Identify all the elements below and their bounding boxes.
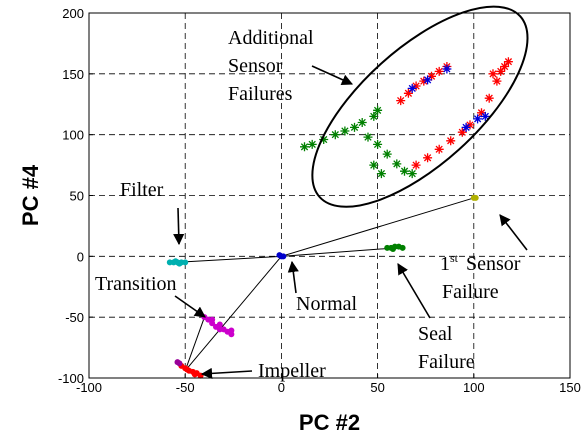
data-point-star (396, 96, 406, 106)
annotation-arrow (200, 367, 253, 379)
data-point-star (461, 122, 471, 132)
data-point (472, 194, 479, 201)
data-point (399, 244, 406, 251)
connector-line (281, 197, 474, 257)
data-point (216, 326, 223, 333)
annotation-arrow (311, 65, 354, 85)
data-point-star (434, 144, 444, 154)
x-tick-label: -100 (76, 380, 102, 395)
data-point-star (496, 66, 506, 76)
data-point-star (423, 75, 433, 85)
data-point-star (357, 118, 367, 127)
connector-line (175, 255, 282, 263)
x-tick-label: 150 (559, 380, 581, 395)
y-tick-label: 100 (62, 128, 84, 143)
connector-line (184, 256, 282, 372)
data-point-star (465, 120, 475, 130)
connector-line (281, 247, 397, 257)
data-point (209, 316, 216, 323)
data-point (176, 360, 183, 367)
data-point-star (376, 169, 386, 179)
data-point-star (400, 166, 409, 176)
data-point-star (488, 69, 498, 79)
y-axis-title: PC #4 (18, 164, 43, 226)
x-tick-label: 50 (370, 380, 384, 395)
data-point-star (382, 149, 392, 159)
y-tick-label: 150 (62, 67, 84, 82)
data-point-star (350, 122, 359, 132)
annotation-normal: Normal (296, 293, 358, 315)
annotation-transition: Transition (95, 273, 177, 295)
y-tick-label: 50 (70, 189, 84, 204)
data-point-star (363, 132, 373, 142)
annotation-seal-line2: Failure (418, 351, 475, 373)
annotation-additional-line1: Additional (228, 27, 314, 49)
data-point-star (369, 111, 379, 121)
annotation-layer: Additional Sensor Failures Filter Transi… (95, 27, 528, 382)
data-point-star (411, 81, 421, 91)
data-point-star (457, 127, 467, 137)
data-point-star (419, 76, 429, 86)
data-point-star (403, 88, 413, 98)
annotation-arrow (397, 263, 431, 319)
y-tick-label: -100 (58, 371, 84, 386)
annotation-arrow (499, 214, 528, 251)
annotation-sensor-failure: Failure (442, 281, 499, 303)
data-point-star (503, 57, 513, 67)
data-point-star (373, 139, 383, 149)
sensor-failure-ellipse (311, 5, 529, 208)
data-point (176, 260, 183, 267)
x-tick-label: 100 (463, 380, 485, 395)
data-point (276, 252, 283, 259)
annotation-arrow (287, 260, 299, 294)
data-point-star (434, 66, 444, 76)
data-point-star (427, 71, 436, 81)
data-point-star (373, 105, 383, 115)
annotation-seal-line1: Seal (418, 323, 453, 345)
y-tick-label: -50 (65, 310, 84, 325)
annotation-additional-line3: Failures (228, 83, 293, 105)
data-point-star (484, 93, 494, 103)
annotation-filter: Filter (120, 179, 164, 201)
x-tick-label: 0 (278, 380, 285, 395)
data-point-star (480, 111, 490, 121)
data-point-star (500, 62, 510, 71)
data-point-star (407, 169, 417, 179)
data-point (389, 246, 396, 253)
data-point-star (407, 83, 417, 93)
annotation-sensor-st: st (450, 251, 459, 265)
data-point (228, 331, 235, 338)
data-point-star (340, 126, 350, 136)
data-point (216, 321, 223, 328)
data-point (182, 259, 189, 266)
data-point-star (411, 160, 421, 170)
annotation-sensor-word: Sensor (466, 253, 521, 275)
data-point (184, 366, 191, 373)
data-point-star (319, 135, 329, 144)
y-tick-label: 0 (77, 249, 84, 264)
data-point-star (442, 64, 452, 74)
data-point-star (423, 153, 433, 163)
data-point-star (446, 136, 456, 146)
data-point-star (369, 160, 379, 170)
annotation-sensor-1: 1 (440, 253, 450, 275)
data-point-star (300, 142, 309, 152)
annotation-arrow (173, 207, 185, 246)
connector-line (184, 316, 205, 371)
data-point-star (392, 159, 402, 169)
data-point (191, 371, 198, 378)
data-point-star (492, 76, 502, 86)
x-axis-title: PC #2 (299, 410, 360, 435)
y-tick-label: 200 (62, 6, 84, 21)
annotation-arrow (174, 295, 206, 318)
annotation-additional-line2: Sensor (228, 55, 283, 77)
data-point-star (330, 130, 340, 140)
data-point-star (473, 114, 483, 124)
annotation-impeller: Impeller (258, 360, 326, 382)
data-point-star (477, 108, 486, 118)
data-point-star (307, 139, 317, 149)
x-tick-label: -50 (176, 380, 195, 395)
